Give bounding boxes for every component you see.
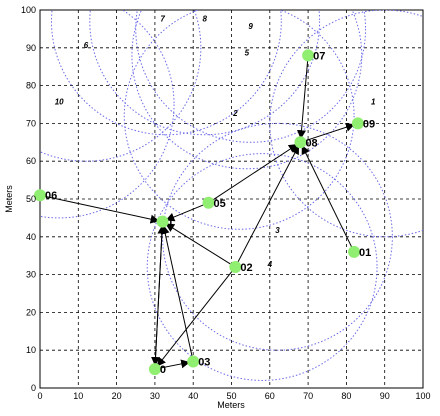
edge-arrow [301, 145, 355, 253]
node-marker [156, 215, 169, 228]
x-tick-label: 40 [188, 391, 198, 401]
x-tick-label: 80 [341, 391, 351, 401]
node-marker [148, 363, 161, 376]
node-label: 03 [198, 357, 210, 369]
node-label: 1 [168, 217, 174, 229]
y-tick-label: 30 [26, 270, 36, 280]
edge-arrow [151, 221, 164, 367]
range-circle-label: 6 [84, 41, 89, 50]
node-label: 06 [45, 190, 57, 202]
nodes: 0 01 02 03 05 06 07 08 09 1 [34, 49, 375, 376]
node-label: 02 [240, 262, 252, 274]
node-label: 09 [363, 118, 375, 130]
y-tick-label: 20 [26, 307, 36, 317]
x-tick-label: 10 [73, 391, 83, 401]
edge-arrow [300, 122, 355, 143]
edge-arrow [160, 224, 194, 362]
node-marker [202, 196, 215, 209]
y-tick-label: 0 [31, 383, 36, 393]
range-circle [131, 10, 363, 170]
x-tick-label: 100 [415, 391, 430, 401]
range-circles [40, 10, 423, 381]
edge-arrow [234, 145, 300, 268]
edge-arrow [165, 223, 236, 268]
edge-arrow [156, 266, 236, 367]
range-circle-label: 9 [248, 22, 253, 31]
x-tick-label: 30 [150, 391, 160, 401]
node-marker [229, 261, 242, 274]
node-marker [34, 189, 46, 202]
node-label: 07 [313, 50, 325, 62]
x-tick-label: 90 [380, 391, 390, 401]
y-axis-label: Meters [4, 185, 14, 213]
range-circle [146, 153, 378, 381]
range-circle [123, 10, 355, 230]
range-circle-label: 2 [232, 109, 238, 118]
node-label: 05 [214, 198, 226, 210]
node-marker [302, 49, 315, 62]
grid [40, 10, 423, 388]
range-circle-label: 1 [371, 98, 376, 107]
range-circle-label: 7 [160, 14, 165, 23]
node-label: 01 [359, 247, 371, 259]
y-tick-label: 10 [26, 345, 36, 355]
x-tick-label: 0 [37, 391, 42, 401]
edges [39, 55, 355, 370]
x-tick-label: 20 [112, 391, 122, 401]
y-tick-label: 50 [26, 194, 36, 204]
range-circle [40, 10, 175, 219]
node-marker [348, 245, 361, 258]
range-circle [89, 10, 321, 136]
y-tick-label: 40 [26, 232, 36, 242]
node-marker [294, 136, 307, 149]
x-tick-label: 70 [303, 391, 313, 401]
y-tick-label: 90 [26, 43, 36, 53]
y-tick-label: 70 [26, 118, 36, 128]
edge-arrow [297, 55, 309, 140]
edge-arrow [39, 194, 160, 224]
range-circle [40, 10, 202, 162]
x-axis-label: Meters [217, 400, 245, 410]
ticks: 0 10 20 30 40 50 60 70 80 90 100010203040506070809… [21, 5, 431, 401]
range-circle [135, 10, 367, 143]
range-circle [51, 10, 282, 136]
edge-arrow [165, 202, 209, 222]
range-circle-label: 8 [202, 14, 207, 23]
range-circle [162, 122, 393, 351]
node-marker [187, 355, 200, 368]
y-tick-label: 60 [26, 156, 36, 166]
x-tick-label: 60 [265, 391, 275, 401]
y-tick-label: 80 [26, 81, 36, 91]
edge-arrow [208, 144, 298, 204]
range-circle-label: 10 [55, 98, 64, 107]
range-circle-label: 5 [245, 48, 250, 57]
node-marker [351, 117, 364, 130]
node-label: 0 [160, 364, 166, 376]
y-tick-label: 100 [21, 5, 36, 15]
range-circle-label: 3 [275, 226, 280, 235]
range-circle-label: 4 [267, 260, 273, 269]
x-tick-label: 50 [226, 391, 236, 401]
range-circle-labels: 1 2 3 4 5 6 7 8 9 10 [55, 14, 376, 269]
node-label: 08 [305, 137, 317, 149]
